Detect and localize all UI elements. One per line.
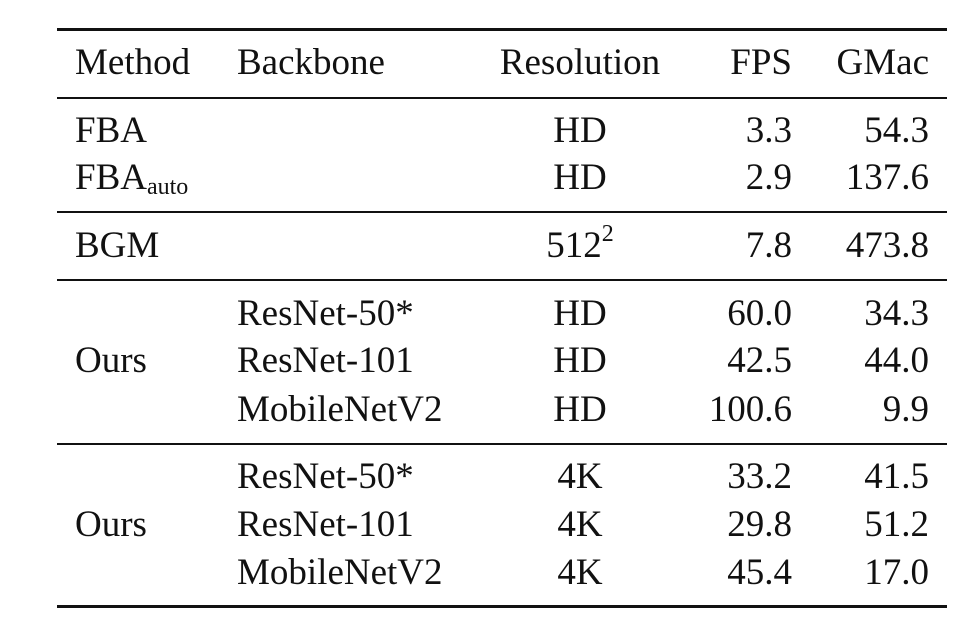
- header-method: Method: [75, 42, 191, 83]
- group-rule-2: [57, 279, 947, 281]
- method-subscript: auto: [146, 174, 189, 200]
- header-resolution: Resolution: [499, 42, 661, 83]
- table-row-gmac: 473.8: [845, 225, 929, 266]
- table-row-resolution: 4K: [557, 552, 603, 593]
- table-row-fps: 100.6: [708, 389, 792, 430]
- table-row-resolution: 4K: [557, 504, 603, 545]
- group-rule-3: [57, 443, 947, 445]
- table-row-method: Ours: [75, 504, 147, 545]
- table-row-resolution: 4K: [557, 456, 603, 497]
- table-row-backbone: ResNet-50*: [237, 293, 414, 334]
- table-row-gmac: 17.0: [864, 552, 929, 593]
- table-row-backbone: ResNet-101: [237, 504, 414, 545]
- table-row-resolution: HD: [553, 110, 607, 151]
- group-rule-1: [57, 211, 947, 213]
- resolution-superscript: 2: [601, 221, 614, 247]
- table-row-fps: 60.0: [727, 293, 792, 334]
- table-row-gmac: 9.9: [882, 389, 929, 430]
- header-fps: FPS: [730, 42, 792, 83]
- top-rule: [57, 28, 947, 31]
- header-backbone: Backbone: [237, 42, 385, 83]
- table-row-resolution: 5122: [546, 221, 614, 266]
- table-row-resolution: HD: [553, 293, 607, 334]
- table-row-gmac: 51.2: [864, 504, 929, 545]
- table-row-fps: 2.9: [745, 157, 792, 198]
- table-row-method: BGM: [75, 225, 160, 266]
- table-row-resolution: HD: [553, 157, 607, 198]
- table-row-fps: 7.8: [745, 225, 792, 266]
- table-row-backbone: ResNet-50*: [237, 456, 414, 497]
- table-row-backbone: MobileNetV2: [237, 552, 443, 593]
- table-row-backbone: ResNet-101: [237, 340, 414, 381]
- table-row-fps: 42.5: [727, 340, 792, 381]
- table-row-backbone: MobileNetV2: [237, 389, 443, 430]
- table-row-resolution: HD: [553, 340, 607, 381]
- table-row-fps: 29.8: [727, 504, 792, 545]
- table-row-method: Ours: [75, 340, 147, 381]
- bottom-rule: [57, 605, 947, 608]
- table-row-gmac: 41.5: [864, 456, 929, 497]
- header-rule: [57, 97, 947, 99]
- table-row-method: FBAauto: [75, 157, 189, 200]
- table-row-fps: 3.3: [745, 110, 792, 151]
- table-row-gmac: 34.3: [864, 293, 929, 334]
- table-row-resolution: HD: [553, 389, 607, 430]
- table-row-gmac: 44.0: [864, 340, 929, 381]
- table-row-fps: 33.2: [727, 456, 792, 497]
- header-gmac: GMac: [836, 42, 929, 83]
- table-row-gmac: 54.3: [864, 110, 929, 151]
- table-row-gmac: 137.6: [845, 157, 929, 198]
- table-row-fps: 45.4: [727, 552, 792, 593]
- table-row-method: FBA: [75, 110, 147, 151]
